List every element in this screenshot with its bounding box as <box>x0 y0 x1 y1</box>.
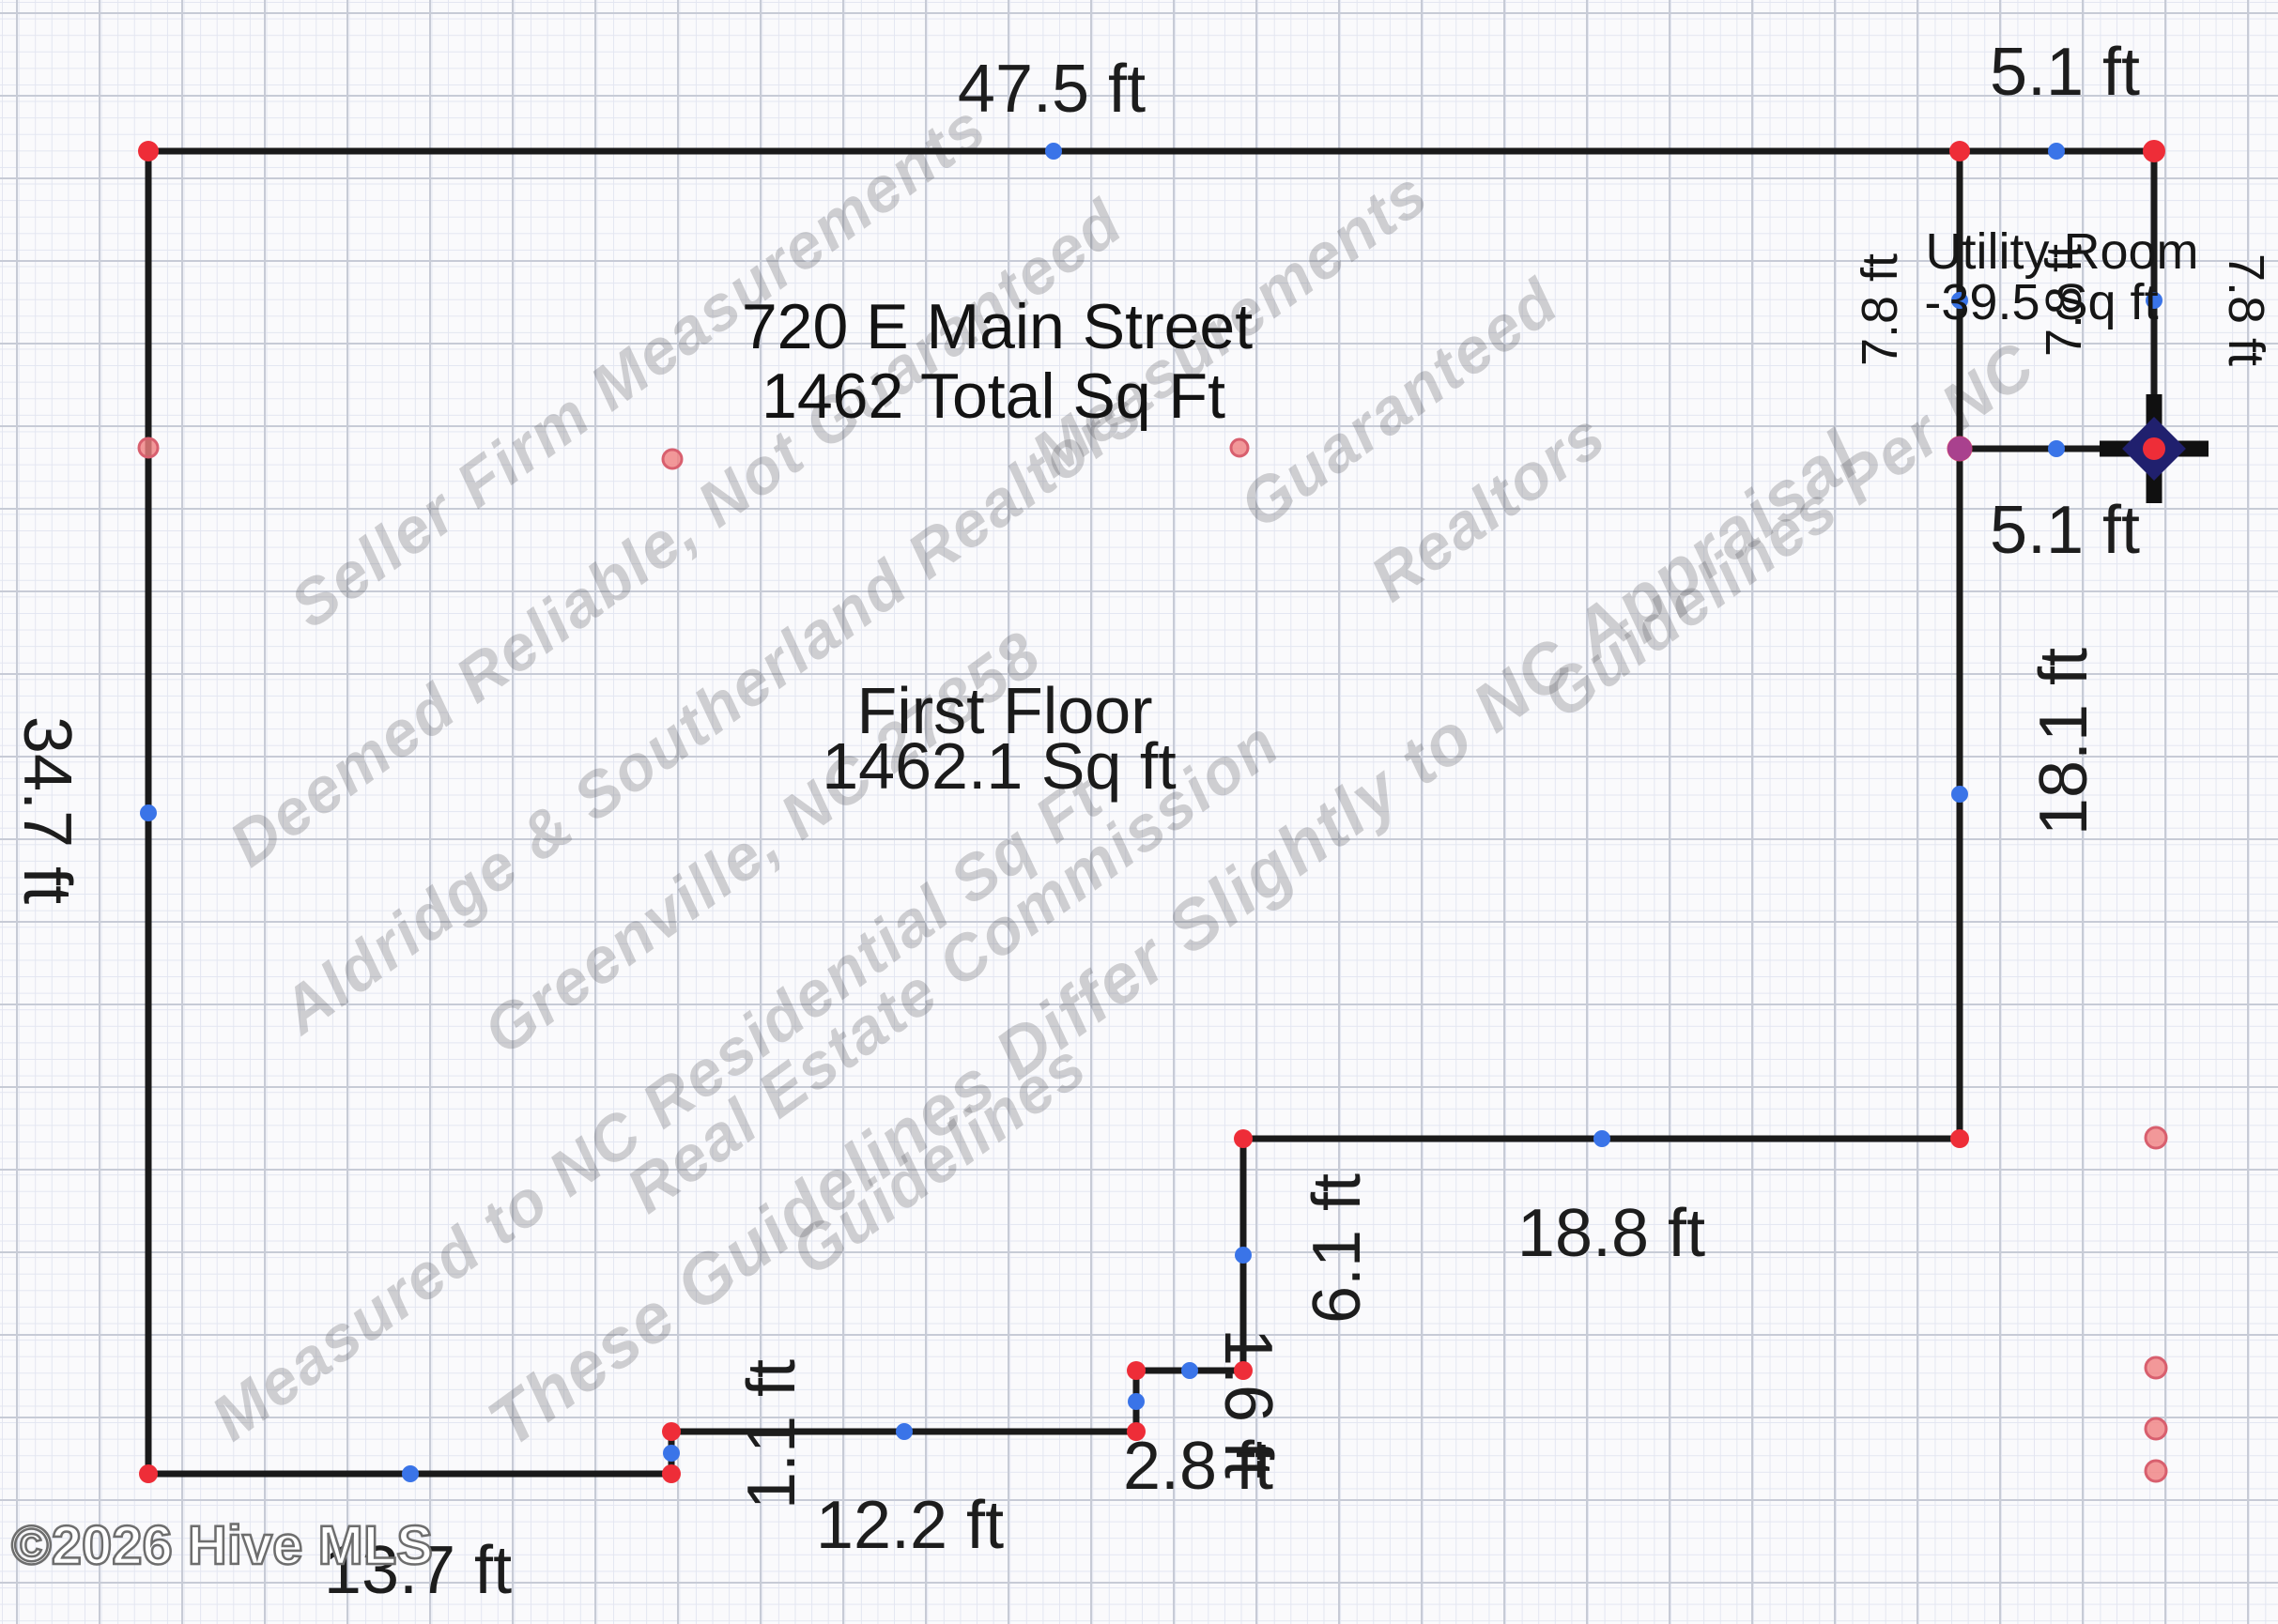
dim-label-step1-v: 1.6 ft <box>1210 1327 1285 1479</box>
dim-label-top: 47.5 ft <box>957 52 1147 127</box>
dim-label-right-wall: 18.1 ft <box>2026 647 2101 836</box>
midpoint-dot <box>140 143 2163 1482</box>
crosshair-marker[interactable] <box>2100 394 2209 503</box>
room-area-first-floor: 1462.1 Sq ft <box>822 729 1177 803</box>
selected-vertex-dot <box>1947 437 1972 461</box>
dim-label-step1-h: 2.8 ft <box>1122 1429 1274 1504</box>
mls-copyright: ©2026 Hive MLS <box>10 1515 434 1576</box>
ghost-dot <box>137 437 2168 1483</box>
dim-label-notch-side: 6.1 ft <box>1300 1172 1375 1325</box>
room-label-first-floor: First Floor <box>856 674 1153 747</box>
dim-label-step2-h: 12.2 ft <box>815 1488 1005 1563</box>
dim-label-utility-inner: 7.8 ft <box>2036 243 2092 358</box>
property-total-sqft: 1462 Total Sq Ft <box>762 360 1225 432</box>
dim-label-utility-top: 5.1 ft <box>1989 35 2141 110</box>
dim-label-left-wall: 34.7 ft <box>9 715 85 905</box>
dim-label-utility-right: 7.8 ft <box>2218 253 2274 367</box>
dim-label-bottom: 13.7 ft <box>323 1533 513 1608</box>
dim-label-utility-bottom: 5.1 ft <box>1989 493 2141 568</box>
dim-label-notch-top: 18.8 ft <box>1516 1196 1706 1271</box>
room-label-utility: Utility Room <box>1925 223 2199 280</box>
dim-label-step2-v: 1.1 ft <box>734 1358 809 1510</box>
dim-label-utility-left: 7.8 ft <box>1852 253 1908 367</box>
property-address: 720 E Main Street <box>741 291 1254 362</box>
vertex-dot <box>138 140 2165 1483</box>
room-area-utility: -39.5 Sq ft <box>1924 274 2159 330</box>
